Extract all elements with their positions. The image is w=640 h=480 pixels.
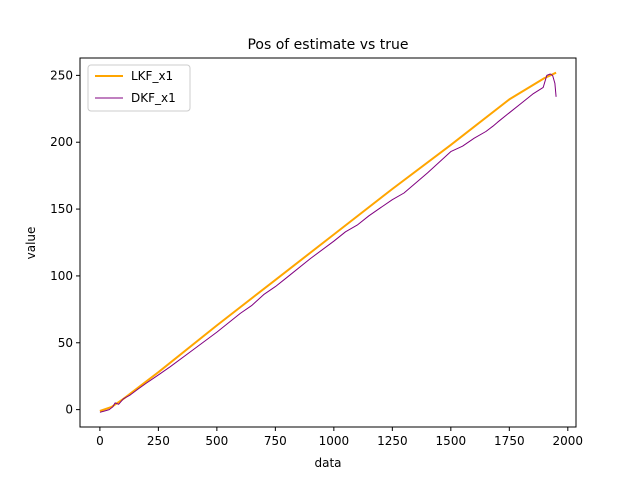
x-axis-label: data (314, 456, 341, 470)
x-tick-label: 0 (96, 434, 104, 448)
x-tick-label: 2000 (553, 434, 584, 448)
x-tick-label: 1000 (319, 434, 350, 448)
y-tick-label: 100 (50, 269, 73, 283)
x-tick-label: 1250 (377, 434, 408, 448)
legend-label-lkf-x1: LKF_x1 (131, 69, 173, 83)
x-tick-label: 250 (147, 434, 170, 448)
plot-area: 0 250 500 750 1000 1250 1500 1750 2000 0 50 100 150 2… (50, 57, 584, 448)
y-tick-label: 0 (65, 403, 73, 417)
y-tick-label: 250 (50, 68, 73, 82)
y-tick-label: 150 (50, 202, 73, 216)
y-tick-label: 50 (58, 336, 73, 350)
series-line-dkf-x1 (99, 73, 557, 413)
x-tick-label: 750 (264, 434, 287, 448)
x-tick-label: 1750 (494, 434, 525, 448)
x-tick-label: 1500 (436, 434, 467, 448)
chart-title: Pos of estimate vs true (247, 37, 408, 53)
legend-label-dkf-x1: DKF_x1 (131, 91, 176, 105)
plot-frame (79, 57, 577, 428)
y-axis-label: value (24, 227, 38, 260)
series-line-lkf-x1 (99, 71, 557, 412)
y-tick-label: 200 (50, 135, 73, 149)
x-tick-label: 500 (205, 434, 228, 448)
